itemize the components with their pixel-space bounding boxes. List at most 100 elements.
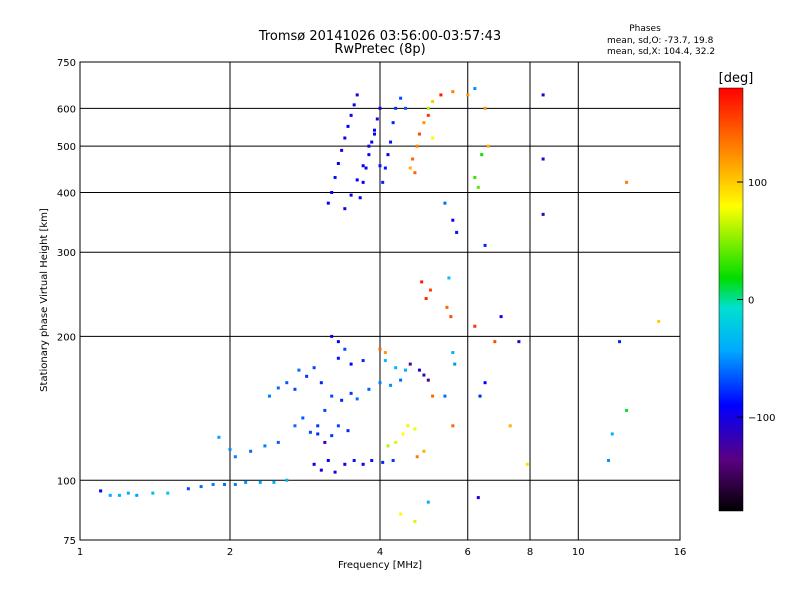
data-point [378, 347, 382, 351]
data-point [367, 144, 371, 148]
data-point [426, 106, 430, 110]
data-point [618, 340, 622, 344]
data-point [413, 519, 417, 523]
colorbar-ticks: 100 0 −100 [737, 178, 775, 424]
data-point [276, 386, 280, 390]
data-point [330, 434, 334, 438]
data-point [249, 449, 253, 453]
data-point [349, 391, 353, 395]
x-tick-label: 10 [572, 547, 585, 558]
data-point [276, 440, 280, 444]
data-point [326, 458, 330, 462]
data-point [166, 491, 170, 495]
data-point [413, 427, 417, 431]
data-point [343, 462, 347, 466]
data-point [355, 178, 359, 182]
data-point [408, 166, 412, 170]
x-tick-label: 8 [527, 547, 533, 558]
data-point [447, 276, 451, 280]
y-tick-label: 500 [57, 142, 76, 153]
y-tick-label: 200 [57, 332, 76, 343]
data-point [478, 394, 482, 398]
x-tick-label: 4 [377, 547, 383, 558]
data-point [401, 432, 405, 436]
data-point [541, 157, 545, 161]
data-point [381, 460, 385, 464]
data-point [319, 381, 323, 385]
data-point [367, 153, 371, 157]
data-point [473, 87, 477, 91]
data-point [428, 288, 432, 292]
data-point [541, 93, 545, 97]
chart-subtitle: RwPretec (8p) [334, 42, 425, 57]
data-point [343, 347, 347, 351]
data-point [343, 136, 347, 140]
data-point [336, 424, 340, 428]
data-point [126, 491, 130, 495]
data-point [361, 164, 365, 168]
data-point [228, 447, 232, 451]
data-point [455, 230, 459, 234]
data-point [186, 487, 190, 491]
y-axis: 75 100 200 300 400 500 600 750 [57, 58, 76, 547]
data-point [486, 144, 490, 148]
data-point [108, 493, 112, 497]
data-point [364, 166, 368, 170]
x-tick-label: 6 [465, 547, 471, 558]
data-point [233, 455, 237, 459]
data-point [394, 366, 398, 370]
y-tick-label: 400 [57, 188, 76, 199]
data-point [267, 394, 271, 398]
data-point [408, 362, 412, 366]
data-point [340, 398, 344, 402]
x-tick-label: 16 [674, 547, 687, 558]
data-point [285, 478, 289, 482]
data-point [217, 435, 221, 439]
data-point [445, 305, 449, 309]
data-point [373, 128, 377, 132]
stats-line-o: mean, sd,O: -73.7, 19.8 [607, 36, 714, 46]
data-point [312, 366, 316, 370]
data-point [336, 161, 340, 165]
data-point [426, 113, 430, 117]
data-point [499, 315, 503, 319]
data-point [383, 166, 387, 170]
data-point [151, 491, 155, 495]
data-point [607, 458, 611, 462]
data-point [355, 397, 359, 401]
data-point [336, 356, 340, 360]
data-point [323, 408, 327, 412]
data-point [394, 106, 398, 110]
data-point [451, 351, 455, 355]
data-point [244, 480, 248, 484]
data-point [399, 96, 403, 100]
y-tick-label: 750 [57, 58, 76, 69]
data-point [417, 368, 421, 372]
data-point [233, 482, 237, 486]
data-point [483, 106, 487, 110]
data-point [293, 387, 297, 391]
data-point [389, 383, 393, 387]
data-point [476, 185, 480, 189]
data-point [373, 132, 377, 136]
data-point [343, 207, 347, 211]
data-point [625, 180, 629, 184]
data-point [383, 351, 387, 355]
data-point [466, 93, 470, 97]
data-point [378, 381, 382, 385]
y-tick-label: 600 [57, 104, 76, 115]
data-point [358, 196, 362, 200]
data-point [525, 462, 529, 466]
data-point [399, 512, 403, 516]
data-point [355, 93, 359, 97]
data-point [285, 381, 289, 385]
data-point [312, 462, 316, 466]
data-point [199, 485, 203, 489]
data-point [99, 489, 103, 493]
data-point [323, 440, 327, 444]
data-point [424, 297, 428, 301]
data-point [361, 359, 365, 363]
data-point [352, 458, 356, 462]
stats-heading: Phases [629, 24, 661, 34]
y-tick-label: 75 [63, 536, 76, 547]
